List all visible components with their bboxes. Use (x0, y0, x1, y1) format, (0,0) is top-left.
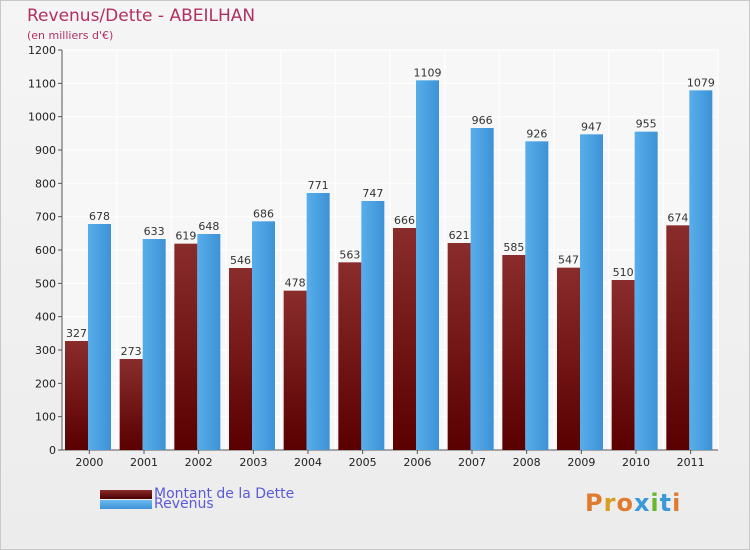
bar-revenus (525, 141, 549, 451)
value-label-dette: 510 (613, 266, 634, 279)
value-label-revenus: 686 (253, 207, 274, 220)
value-label-revenus: 947 (581, 120, 602, 133)
bar-revenus (197, 234, 221, 450)
legend-item-dette: Montant de la Dette (100, 486, 294, 502)
y-tick-label: 800 (35, 177, 56, 190)
x-tick-label: 2003 (239, 456, 267, 469)
bar-revenus (252, 221, 275, 450)
value-label-revenus: 1079 (687, 76, 715, 89)
bar-dette (666, 225, 690, 450)
bar-dette (283, 290, 307, 450)
bar-dette (119, 359, 143, 450)
bar-revenus (580, 134, 603, 451)
legend-label-dette: Montant de la Dette (154, 486, 295, 502)
bar-revenus (689, 90, 713, 450)
chart-subtitle: (en milliers d'€) (27, 29, 114, 42)
grid-lines (61, 49, 719, 451)
x-tick-label: 2007 (458, 456, 486, 469)
bar-revenus (88, 224, 111, 450)
bar-dette (611, 280, 635, 450)
y-tick-label: 300 (35, 344, 56, 357)
y-tick-label: 700 (35, 211, 56, 224)
value-label-revenus: 771 (308, 179, 329, 192)
legend-swatch-dette (100, 489, 152, 499)
value-label-revenus: 926 (526, 127, 547, 140)
bar-dette (393, 228, 416, 450)
legend: Montant de la Dette Revenus (100, 486, 294, 512)
y-tick-label: 100 (35, 411, 56, 424)
bar-dette (65, 341, 88, 450)
value-label-dette: 273 (121, 345, 142, 358)
x-tick-label: 2002 (185, 456, 213, 469)
value-label-dette: 674 (667, 211, 688, 224)
proxiti-logo: Proxiti (585, 489, 681, 517)
bar-dette (502, 255, 526, 450)
value-label-dette: 563 (339, 248, 360, 261)
y-tick-label: 1000 (28, 111, 56, 124)
bar-revenus (142, 239, 166, 450)
value-label-dette: 547 (558, 254, 579, 267)
value-label-dette: 546 (230, 254, 251, 267)
value-label-dette: 619 (175, 230, 196, 243)
x-tick-label: 2006 (403, 456, 431, 469)
x-tick-label: 2005 (349, 456, 377, 469)
x-tick-label: 2009 (567, 456, 595, 469)
x-tick-label: 2008 (513, 456, 541, 469)
value-label-dette: 478 (285, 277, 306, 290)
x-tick-label: 2001 (130, 456, 158, 469)
axes: 0 100 200 300 400 500 600 700 800 900 1000 1100 1200… (28, 44, 718, 469)
bar-dette (447, 243, 471, 450)
y-tick-label: 500 (35, 277, 56, 290)
y-tick-label: 0 (49, 444, 56, 457)
logo-letter: i (672, 489, 682, 517)
value-label-revenus: 1109 (414, 66, 442, 79)
x-tick-label: 2000 (75, 456, 103, 469)
bar-dette (338, 262, 362, 450)
value-label-dette: 327 (66, 327, 87, 340)
bar-revenus (361, 201, 385, 450)
value-label-revenus: 747 (362, 187, 383, 200)
legend-label-revenus: Revenus (154, 496, 214, 512)
logo-letter: P (585, 489, 604, 517)
y-tick-label: 200 (35, 377, 56, 390)
y-tick-label: 400 (35, 311, 56, 324)
bar-revenus (634, 131, 658, 450)
x-tick-label: 2004 (294, 456, 322, 469)
logo-letter: r (603, 489, 617, 517)
y-tick-label: 1100 (28, 77, 56, 90)
logo-letter: o (616, 489, 634, 517)
bar-revenus (306, 193, 330, 450)
logo-letter: x (633, 489, 651, 517)
chart-title: Revenus/Dette - ABEILHAN (27, 6, 256, 26)
bar-revenus (416, 80, 439, 450)
value-label-revenus: 633 (144, 225, 165, 238)
bar-dette (174, 243, 198, 450)
bars (65, 80, 713, 451)
value-label-revenus: 966 (472, 114, 493, 127)
x-tick-label: 2010 (622, 456, 650, 469)
legend-swatch-revenus (100, 499, 152, 509)
bar-revenus (470, 128, 494, 450)
y-tick-label: 900 (35, 144, 56, 157)
y-tick-label: 600 (35, 244, 56, 257)
bar-dette (229, 268, 252, 450)
value-label-dette: 585 (503, 241, 524, 254)
logo-letter: t (659, 489, 673, 517)
y-tick-label: 1200 (28, 44, 56, 57)
value-label-dette: 621 (449, 229, 470, 242)
legend-item-revenus: Revenus (100, 496, 294, 512)
bar-dette (557, 267, 580, 450)
value-label-revenus: 955 (636, 118, 657, 131)
x-tick-label: 2011 (677, 456, 705, 469)
value-label-revenus: 648 (198, 220, 219, 233)
value-label-revenus: 678 (89, 210, 110, 223)
value-label-dette: 666 (394, 214, 415, 227)
logo-letter: i (650, 489, 660, 517)
